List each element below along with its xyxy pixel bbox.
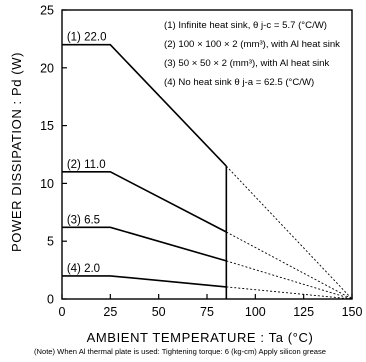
y-tick-label-0: 0: [47, 293, 54, 307]
legend-entry-3: (3) 50 × 50 × 2 (mm³), with Al heat sink: [164, 58, 329, 69]
x-tick-label-6: 150: [342, 305, 363, 319]
legend-entry-2: (2) 100 × 100 × 2 (mm³), with Al heat si…: [164, 39, 340, 50]
x-tick-label-5: 125: [293, 305, 314, 319]
x-tick-label-0: 0: [59, 305, 66, 319]
series-4-line: [62, 275, 227, 288]
series-2-extension: [226, 231, 353, 300]
x-axis-title: AMBIENT TEMPERATURE : Ta (°C): [87, 330, 314, 345]
x-tick-label-3: 75: [200, 305, 214, 319]
series-3-label: (3) 6.5: [67, 214, 100, 226]
series-4-label: (4) 2.0: [67, 263, 100, 275]
x-tick-label-4: 100: [245, 305, 266, 319]
x-tick-label-2: 50: [152, 305, 166, 319]
legend-box: [160, 14, 346, 96]
series-4-extension: [226, 286, 353, 300]
y-tick-label-2: 10: [40, 177, 54, 191]
y-tick-label-5: 25: [40, 4, 54, 18]
series-3-line: [62, 226, 227, 262]
y-tick-label-4: 20: [40, 61, 54, 75]
series-2-label: (2) 11.0: [67, 159, 106, 171]
legend-entry-1: (1) Infinite heat sink, θ j-c = 5.7 (°C/…: [164, 20, 327, 31]
series-1-label: (1) 22.0: [67, 32, 107, 44]
series-3-extension: [226, 260, 353, 300]
y-tick-label-3: 15: [40, 119, 54, 133]
series-1-extension: [225, 165, 353, 300]
x-tick-label-1: 25: [103, 305, 117, 319]
y-tick-label-1: 5: [47, 235, 54, 249]
legend-entry-4: (4) No heat sink θ j-a = 62.5 (°C/W): [164, 77, 314, 88]
series-2-line: [62, 171, 227, 233]
series-1-line: [62, 43, 227, 167]
footnote: (Note) When Al thermal plate is used: Ti…: [34, 347, 326, 356]
y-axis-title: POWER DISSIPATION : Pd (W): [9, 52, 24, 252]
